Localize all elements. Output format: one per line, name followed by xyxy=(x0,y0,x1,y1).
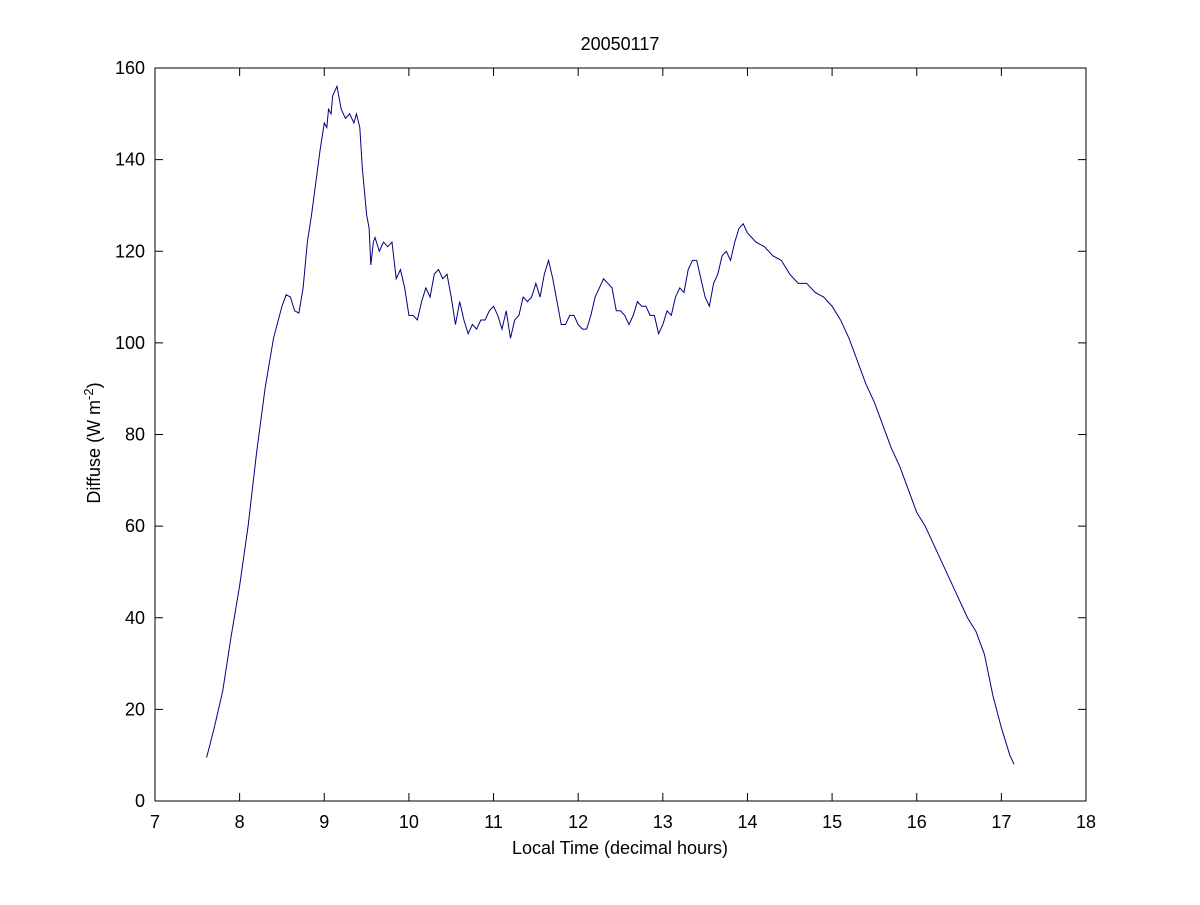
y-label-end: ) xyxy=(84,382,104,388)
x-tick-label: 8 xyxy=(235,812,245,832)
x-tick-label: 18 xyxy=(1076,812,1096,832)
x-tick-label: 13 xyxy=(653,812,673,832)
chart-title: 20050117 xyxy=(581,34,660,54)
y-tick-label: 0 xyxy=(135,791,145,811)
x-tick-label: 9 xyxy=(319,812,329,832)
x-tick-label: 11 xyxy=(484,812,503,832)
x-tick-label: 12 xyxy=(568,812,588,832)
x-tick-label: 7 xyxy=(150,812,160,832)
y-tick-label: 40 xyxy=(125,608,145,628)
x-tick-label: 14 xyxy=(737,812,757,832)
y-tick-label: 160 xyxy=(115,58,145,78)
y-tick-label: 20 xyxy=(125,699,145,719)
x-tick-label: 16 xyxy=(907,812,927,832)
y-tick-label: 80 xyxy=(125,425,145,445)
y-tick-label: 60 xyxy=(125,516,145,536)
y-label-text: Diffuse (W m xyxy=(84,400,104,504)
x-tick-label: 10 xyxy=(399,812,419,832)
y-tick-label: 120 xyxy=(115,241,145,261)
y-tick-label: 100 xyxy=(115,333,145,353)
x-tick-label: 17 xyxy=(991,812,1011,832)
data-line xyxy=(206,84,1015,765)
x-tick-label: 15 xyxy=(822,812,842,832)
x-axis-label: Local Time (decimal hours) xyxy=(512,838,728,858)
y-label-sup: -2 xyxy=(81,388,96,400)
y-axis-label: Diffuse (W m-2) xyxy=(81,382,104,503)
y-tick-label: 140 xyxy=(115,150,145,170)
